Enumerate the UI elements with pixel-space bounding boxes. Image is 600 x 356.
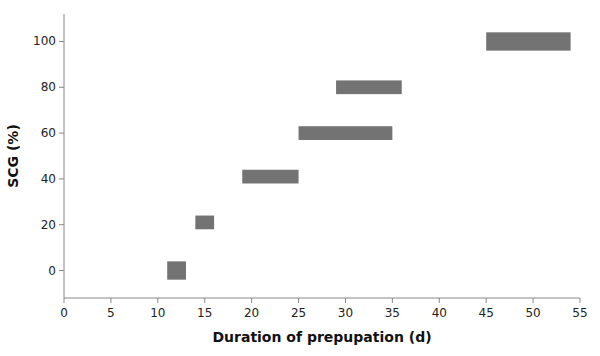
y-tick: [59, 133, 64, 134]
y-tick-label: 20: [41, 218, 56, 232]
y-tick: [59, 87, 64, 88]
x-tick-label: 5: [107, 306, 115, 320]
rectangle: [167, 261, 186, 279]
y-tick: [59, 41, 64, 42]
x-tick: [204, 298, 205, 303]
x-tick: [110, 298, 111, 303]
marks: [167, 32, 570, 279]
x-tick-label: 50: [525, 306, 540, 320]
x-tick: [251, 298, 252, 303]
x-tick: [298, 298, 299, 303]
x-tick-label: 15: [197, 306, 212, 320]
x-tick-label: 25: [291, 306, 306, 320]
x-tick: [157, 298, 158, 303]
x-tick-label: 35: [385, 306, 400, 320]
y-tick-label: 80: [41, 80, 56, 94]
x-tick: [533, 298, 534, 303]
x-tick-label: 40: [432, 306, 447, 320]
x-tick-label: 45: [479, 306, 494, 320]
rectangle: [242, 170, 298, 184]
y-tick-label: 0: [48, 264, 56, 278]
y-tick-label: 100: [33, 34, 56, 48]
chart: 0 5 10 15 20 25 30 35 40 45 50 55 0 20 40 60 80 100 Durati…: [0, 0, 600, 356]
y-tick: [59, 224, 64, 225]
x-tick: [486, 298, 487, 303]
x-tick-label: 0: [60, 306, 68, 320]
x-tick-label: 20: [244, 306, 259, 320]
y-tick-label: 40: [41, 172, 56, 186]
x-tick: [392, 298, 393, 303]
y-tick-label: 60: [41, 126, 56, 140]
y-axis-line: [64, 14, 65, 298]
axes: 0 5 10 15 20 25 30 35 40 45 50 55 0 20 40 60 80 100: [33, 14, 588, 320]
x-tick-label: 30: [338, 306, 353, 320]
x-tick-label: 10: [150, 306, 165, 320]
y-tick: [59, 270, 64, 271]
rectangle: [195, 216, 214, 230]
x-tick: [345, 298, 346, 303]
chart-container: 0 5 10 15 20 25 30 35 40 45 50 55 0 20 40 60 80 100 Durati…: [0, 0, 600, 356]
rectangle: [336, 80, 402, 94]
x-axis-label: Duration of prepupation (d): [212, 329, 431, 345]
x-axis-line: [64, 298, 580, 299]
y-tick: [59, 178, 64, 179]
x-tick: [64, 298, 65, 303]
rectangle: [486, 32, 570, 50]
x-tick: [439, 298, 440, 303]
rectangle: [299, 126, 393, 140]
x-tick-label: 55: [572, 306, 587, 320]
x-tick: [580, 298, 581, 303]
y-axis-label: SCG (%): [5, 124, 21, 188]
